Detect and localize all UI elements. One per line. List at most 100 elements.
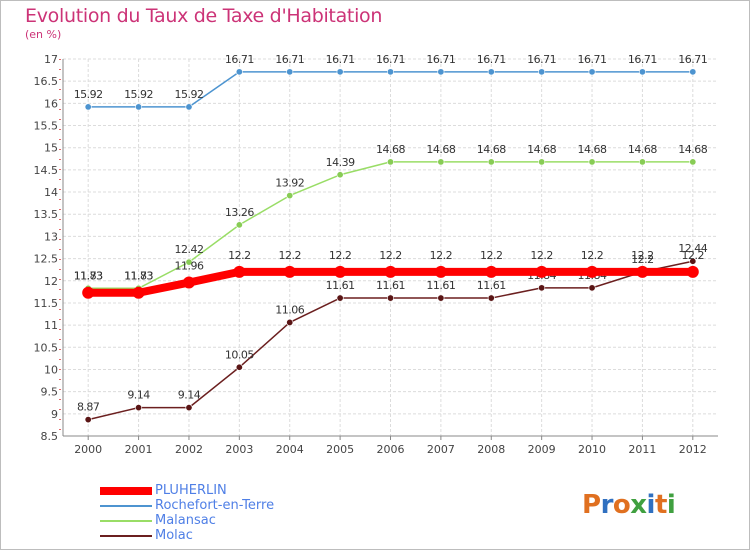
data-label-molac: 9.14 [127, 389, 150, 402]
legend-label: Malansac [155, 513, 216, 528]
data-label-molac: 12.44 [678, 242, 707, 255]
y-tick-label: 12.5 [34, 253, 59, 266]
data-label-malansac: 11.83 [74, 269, 103, 282]
data-label-malansac: 13.26 [225, 206, 254, 219]
y-tick-label: 16.5 [34, 75, 59, 88]
data-point-rochefort-en-terre [135, 103, 143, 111]
y-tick-label: 16 [44, 97, 58, 110]
x-tick-label: 2012 [679, 443, 707, 456]
data-label-rochefort-en-terre: 16.71 [225, 53, 254, 66]
data-label-pluherlin: 12.2 [530, 249, 553, 262]
data-point-molac [437, 294, 445, 302]
legend-label: Molac [155, 528, 193, 543]
data-point-rochefort-en-terre [286, 68, 294, 76]
data-point-malansac [286, 192, 294, 200]
data-point-rochefort-en-terre [638, 68, 646, 76]
x-tick-label: 2005 [326, 443, 354, 456]
logo-letter: P [582, 490, 601, 520]
data-point-rochefort-en-terre [437, 68, 445, 76]
data-label-rochefort-en-terre: 16.71 [578, 53, 607, 66]
data-label-molac: 11.06 [275, 303, 304, 316]
x-tick-label: 2011 [628, 443, 656, 456]
data-point-malansac [638, 158, 646, 166]
data-point-malansac [538, 158, 546, 166]
data-label-molac: 10.05 [225, 348, 254, 361]
data-point-rochefort-en-terre [185, 103, 193, 111]
data-point-pluherlin [233, 265, 246, 278]
legend-swatch [100, 487, 152, 495]
logo-letter: i [666, 490, 676, 520]
data-label-pluherlin: 12.2 [329, 249, 352, 262]
data-point-molac [487, 294, 495, 302]
data-point-malansac [235, 221, 243, 229]
data-label-malansac: 13.92 [275, 177, 304, 190]
logo-letter: x [630, 490, 647, 520]
data-point-molac [689, 257, 697, 265]
data-label-rochefort-en-terre: 15.92 [174, 88, 203, 101]
data-point-malansac [185, 258, 193, 266]
data-point-molac [336, 294, 344, 302]
data-label-malansac: 14.68 [527, 143, 556, 156]
y-tick-label: 9 [51, 408, 58, 421]
data-point-pluherlin [384, 265, 397, 278]
data-point-rochefort-en-terre [336, 68, 344, 76]
data-point-rochefort-en-terre [487, 68, 495, 76]
data-label-molac: 11.61 [477, 279, 506, 292]
data-label-malansac: 14.68 [628, 143, 657, 156]
data-point-pluherlin [686, 265, 699, 278]
data-point-molac [235, 363, 243, 371]
data-label-malansac: 11.83 [124, 269, 153, 282]
data-label-rochefort-en-terre: 16.71 [275, 53, 304, 66]
data-label-pluherlin: 12.2 [379, 249, 402, 262]
legend-swatch [100, 535, 152, 537]
data-point-molac [135, 404, 143, 412]
y-tick-label: 15.5 [34, 120, 59, 133]
y-tick-label: 10 [44, 363, 58, 376]
data-point-molac [538, 284, 546, 292]
x-tick-label: 2002 [175, 443, 203, 456]
y-tick-label: 8.5 [41, 430, 59, 443]
data-point-pluherlin [132, 286, 145, 299]
data-point-malansac [336, 171, 344, 179]
logo-letter: t [654, 490, 667, 520]
x-tick-label: 2009 [528, 443, 556, 456]
data-label-malansac: 12.42 [174, 243, 203, 256]
data-label-pluherlin: 12.2 [430, 249, 453, 262]
data-label-rochefort-en-terre: 16.71 [678, 53, 707, 66]
y-tick-label: 9.5 [41, 386, 59, 399]
proxiti-logo: Proxiti [582, 490, 676, 520]
data-label-rochefort-en-terre: 16.71 [326, 53, 355, 66]
legend-label: Rochefort-en-Terre [155, 498, 275, 513]
y-tick-label: 15 [44, 142, 58, 155]
data-point-rochefort-en-terre [84, 103, 92, 111]
data-point-molac [386, 294, 394, 302]
y-tick-label: 17 [44, 53, 58, 66]
data-label-malansac: 14.68 [426, 143, 455, 156]
y-tick-label: 13.5 [34, 208, 59, 221]
data-label-pluherlin: 11.96 [174, 260, 203, 273]
data-label-rochefort-en-terre: 16.71 [426, 53, 455, 66]
data-point-rochefort-en-terre [588, 68, 596, 76]
logo-letter: o [612, 490, 631, 520]
data-label-rochefort-en-terre: 15.92 [124, 88, 153, 101]
data-label-pluherlin: 11.73 [124, 270, 153, 283]
data-label-molac: 11.61 [376, 279, 405, 292]
data-point-molac [84, 416, 92, 424]
data-point-molac [185, 404, 193, 412]
x-tick-label: 2004 [276, 443, 304, 456]
data-point-rochefort-en-terre [538, 68, 546, 76]
x-tick-label: 2007 [427, 443, 455, 456]
data-label-malansac: 14.39 [326, 156, 355, 169]
data-label-molac: 12.2 [631, 253, 654, 266]
data-label-malansac: 14.68 [376, 143, 405, 156]
data-label-malansac: 14.68 [477, 143, 506, 156]
y-axis-unit: (en %) [25, 28, 62, 41]
data-point-pluherlin [334, 265, 347, 278]
data-point-malansac [689, 158, 697, 166]
data-label-molac: 11.61 [426, 279, 455, 292]
y-tick-label: 11 [44, 319, 58, 332]
data-label-molac: 11.61 [326, 279, 355, 292]
data-point-pluherlin [434, 265, 447, 278]
y-tick-label: 12 [44, 275, 58, 288]
